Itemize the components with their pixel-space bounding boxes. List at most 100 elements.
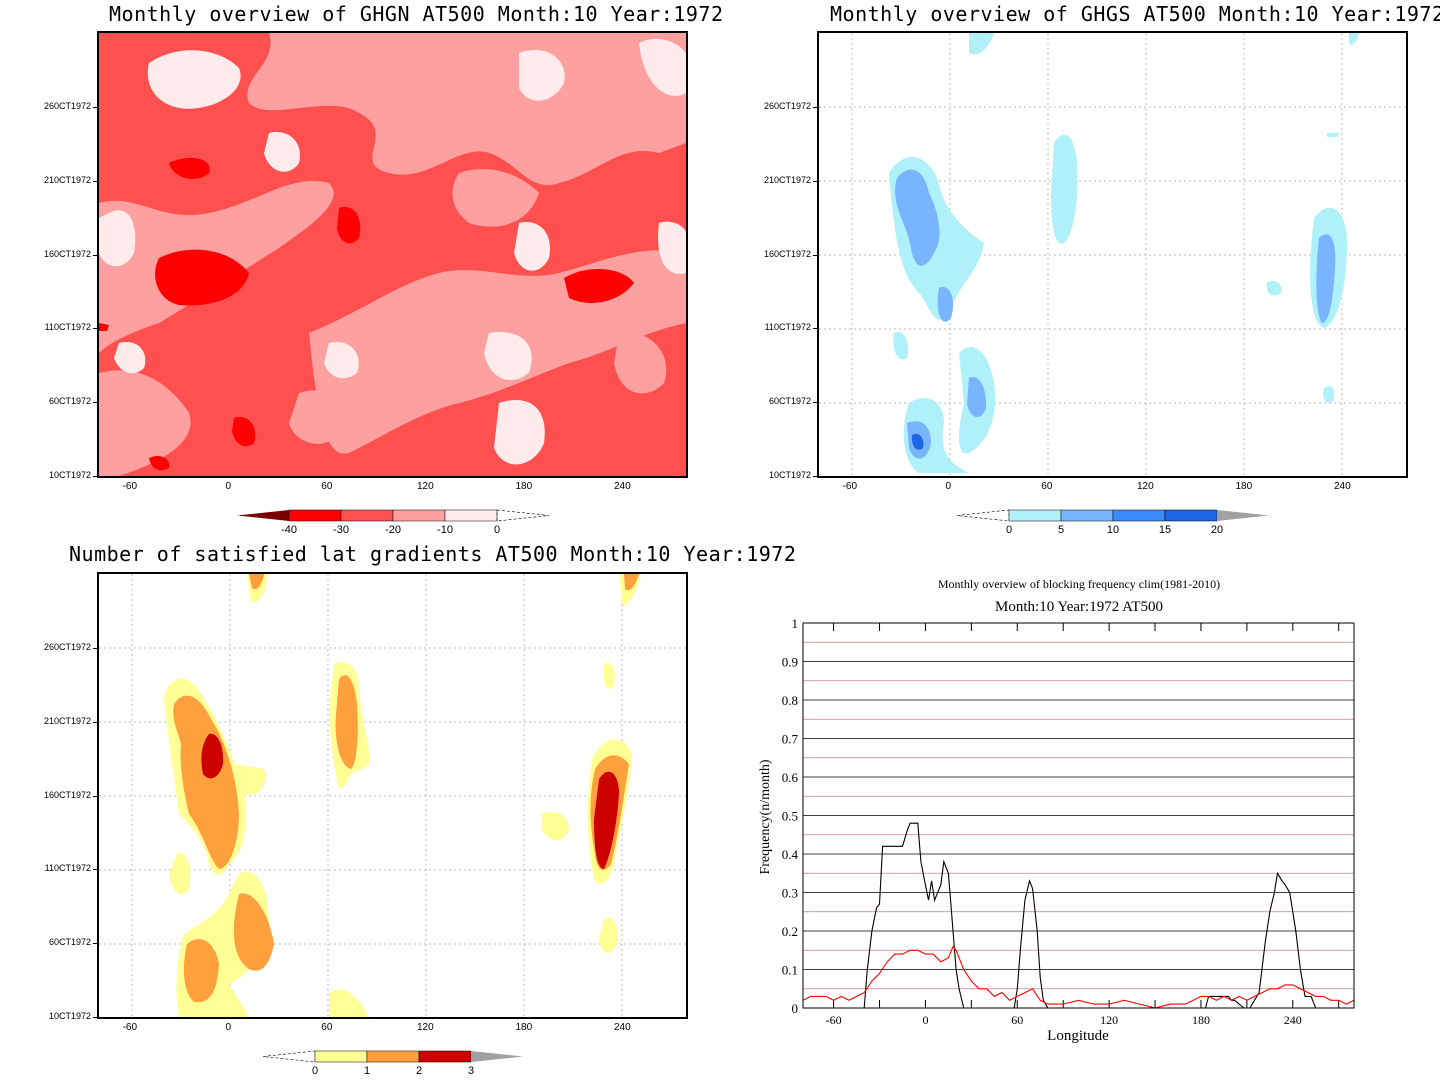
ghgs-colorbar-cell bbox=[1060, 509, 1113, 522]
ghgs-colorbar-label: 20 bbox=[1210, 524, 1222, 536]
ghgn-xtick: 120 bbox=[416, 481, 434, 492]
freq-ytick-label: 0.3 bbox=[782, 886, 798, 901]
grad-colorbar-graphic: 0 1 2 3 bbox=[262, 1050, 523, 1077]
grad-colorbar-label: 3 bbox=[467, 1065, 473, 1077]
grad-ytick-mark bbox=[93, 943, 97, 945]
freq-ytick-label: 0.6 bbox=[782, 770, 799, 785]
ghgs-xtick: 120 bbox=[1136, 481, 1154, 492]
freq-ytick-label: 0.7 bbox=[782, 732, 799, 747]
ghgn-ytick-mark bbox=[93, 402, 97, 404]
ghgn-plot bbox=[97, 31, 688, 478]
ghgn-colorbar-cell bbox=[392, 509, 445, 522]
grad-xtick: 0 bbox=[225, 1022, 232, 1033]
ghgn-colorbar-label: 0 bbox=[493, 524, 499, 536]
ghgs-colorbar-cell bbox=[1112, 509, 1165, 522]
freq-ylabel: Frequency(n/month) bbox=[758, 759, 773, 874]
ghgn-colorbar-cell bbox=[236, 510, 289, 521]
freq-ytick-label: 0.2 bbox=[782, 924, 798, 939]
freq-gridlines bbox=[803, 641, 1354, 990]
ghgn-colorbar-graphic: -40 -30 -20 -10 0 bbox=[236, 509, 549, 536]
ghgs-title: Monthly overview of GHGS AT500 Month:10 … bbox=[830, 2, 1440, 26]
ghgs-xtick: 240 bbox=[1333, 481, 1351, 492]
ghgs-colorbar-cell bbox=[1164, 509, 1217, 522]
ghgn-ytick-mark bbox=[93, 328, 97, 330]
ghgs-xtick: 180 bbox=[1235, 481, 1253, 492]
ghgn-ytick: 60CT1972 bbox=[48, 396, 91, 407]
ghgn-ytick-mark bbox=[93, 254, 97, 256]
ghgn-colorbar-cell bbox=[340, 509, 393, 522]
ghgs-ytick: 210CT1972 bbox=[763, 174, 811, 185]
ghgs-ytick-mark bbox=[813, 476, 817, 477]
freq-ytick-label: 0.4 bbox=[782, 847, 799, 862]
ghgs-colorbar-graphic: 0 5 10 15 20 bbox=[956, 509, 1269, 536]
ghgn-xtick: 60 bbox=[321, 481, 333, 492]
freq-ytick-label: 0.5 bbox=[782, 809, 798, 824]
grad-ytick-mark bbox=[93, 647, 97, 649]
grad-colorbar-label: 2 bbox=[415, 1065, 421, 1077]
ghgs-ytick: 60CT1972 bbox=[768, 396, 811, 407]
ghgn-colorbar-cell bbox=[444, 509, 497, 522]
freq-ytick-label: 0.9 bbox=[782, 655, 798, 670]
ghgn-colorbar-cell bbox=[288, 509, 341, 522]
ghgn-xtick: -60 bbox=[122, 481, 138, 492]
ghgs-ytick-mark bbox=[813, 106, 817, 108]
ghgn-xtick: 0 bbox=[225, 481, 232, 492]
ghgn-ytick: 160CT1972 bbox=[43, 248, 91, 259]
ghgs-ytick-mark bbox=[813, 402, 817, 404]
freq-frame bbox=[802, 622, 1355, 1009]
freq-ytick-label: 1 bbox=[792, 616, 799, 631]
grad-ytick: 110CT1972 bbox=[44, 863, 91, 874]
freq-subtitle: Month:10 Year:1972 AT500 bbox=[995, 599, 1163, 615]
grad-colorbar-extend bbox=[262, 1050, 315, 1063]
grad-colorbar-cell bbox=[366, 1050, 419, 1063]
grad-ytick-mark bbox=[93, 795, 97, 797]
grad-ytick-mark bbox=[93, 869, 97, 871]
freq-chart: Monthly overview of blocking frequency c… bbox=[758, 577, 1355, 1044]
grad-ytick: 60CT1972 bbox=[48, 937, 91, 948]
grad-xtick: 180 bbox=[515, 1022, 533, 1033]
freq-ticks: 0 0.1 0.2 0.3 0.4 0.5 0.6 0.7 0.8 0.9 1 -60 0 60 120 18… bbox=[782, 616, 1340, 1027]
grad-ytick-mark bbox=[93, 1017, 97, 1018]
freq-xlabel: Longitude bbox=[1047, 1028, 1109, 1044]
grad-xtick: 60 bbox=[321, 1022, 333, 1033]
ghgn-colorbar-label: -30 bbox=[333, 524, 349, 536]
grad-ytick: 260CT1972 bbox=[43, 641, 91, 652]
freq-series-red-line bbox=[802, 945, 1355, 1009]
ghgn-contours bbox=[99, 33, 686, 476]
ghgn-ytick: 210CT1972 bbox=[43, 174, 91, 185]
grad-xtick: -60 bbox=[122, 1022, 138, 1033]
ghgs-xtick: -60 bbox=[842, 481, 858, 492]
ghgs-colorbar-cell bbox=[1008, 509, 1061, 522]
ghgs-colorbar-label: 5 bbox=[1057, 524, 1063, 536]
grad-title: Number of satisfied lat gradients AT500 … bbox=[69, 542, 797, 566]
ghgn-title: Monthly overview of GHGN AT500 Month:10 … bbox=[109, 2, 724, 26]
ghgn-colorbar-label: -10 bbox=[437, 524, 453, 536]
ghgn-colorbar-label: -40 bbox=[281, 524, 297, 536]
freq-xtick-label: -60 bbox=[826, 1013, 842, 1027]
grad-xtick: 120 bbox=[416, 1022, 434, 1033]
ghgs-colorbar-extend bbox=[956, 509, 1009, 522]
ghgn-xtick: 180 bbox=[515, 481, 533, 492]
grad-ytick: 160CT1972 bbox=[43, 789, 91, 800]
ghgs-colorbar-label: 15 bbox=[1158, 524, 1170, 536]
freq-xtick-label: 120 bbox=[1100, 1013, 1118, 1027]
ghgs-colorbar-label: 0 bbox=[1005, 524, 1011, 536]
ghgs-ytick-mark bbox=[813, 328, 817, 330]
ghgs-contours bbox=[819, 33, 1406, 476]
freq-title: Monthly overview of blocking frequency c… bbox=[938, 577, 1220, 591]
grad-colorbar-cell bbox=[418, 1050, 471, 1063]
ghgn-colorbar-label: -20 bbox=[385, 524, 401, 536]
freq-ytick-label: 0.1 bbox=[782, 963, 798, 978]
grad-ytick: 210CT1972 bbox=[43, 715, 91, 726]
ghgs-ytick: 260CT1972 bbox=[763, 100, 811, 111]
ghgn-ytick-mark bbox=[93, 106, 97, 108]
freq-series-black-line bbox=[803, 822, 1354, 1009]
grad-xtick: 240 bbox=[613, 1022, 631, 1033]
grad-ytick-mark bbox=[93, 721, 97, 723]
grad-ytick: 10CT1972 bbox=[48, 1011, 91, 1021]
ghgs-colorbar-label: 10 bbox=[1106, 524, 1118, 536]
ghgn-xtick: 240 bbox=[613, 481, 631, 492]
freq-ytick-label: 0.8 bbox=[782, 693, 798, 708]
ghgs-ytick: 110CT1972 bbox=[764, 322, 811, 333]
freq-xtick-label: 0 bbox=[922, 1013, 928, 1027]
